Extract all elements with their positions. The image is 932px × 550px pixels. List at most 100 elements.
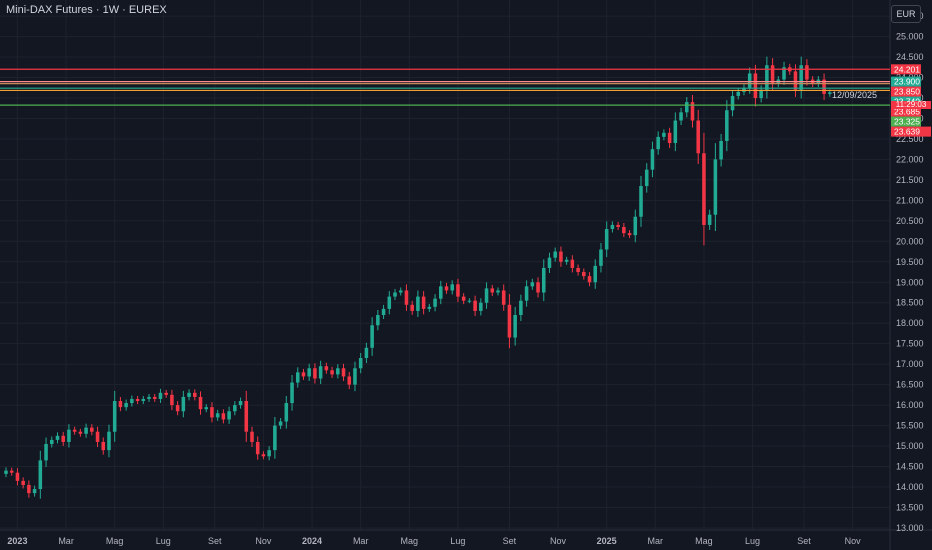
candle-body bbox=[141, 398, 146, 402]
candle-body bbox=[667, 132, 672, 144]
candle-body bbox=[381, 308, 386, 316]
candle-body bbox=[324, 366, 329, 371]
y-tick-label: 20.000 bbox=[896, 236, 924, 246]
candle-body bbox=[238, 401, 243, 406]
candle-body bbox=[805, 65, 809, 80]
candle-body bbox=[828, 92, 832, 94]
candle-body bbox=[78, 431, 83, 434]
candle-body bbox=[84, 427, 88, 434]
x-tick-label: Mag bbox=[401, 536, 419, 546]
y-tick-label: 19.000 bbox=[896, 277, 924, 287]
candle-body bbox=[101, 441, 106, 451]
candle-body bbox=[690, 102, 695, 121]
current-date-label: 12/09/2025 bbox=[832, 90, 878, 100]
candle-body bbox=[67, 429, 71, 442]
candle-body bbox=[21, 480, 25, 485]
x-tick-label: Mar bbox=[58, 536, 74, 546]
candle-body bbox=[684, 102, 689, 113]
candle-body bbox=[519, 300, 523, 316]
candle-body bbox=[582, 272, 586, 277]
candle-body bbox=[198, 396, 203, 410]
candle-body bbox=[444, 286, 449, 291]
candle-body bbox=[627, 233, 632, 236]
candle-body bbox=[450, 284, 454, 291]
candle-body bbox=[387, 296, 392, 309]
current-price-badge bbox=[891, 126, 931, 137]
y-tick-label: 13.000 bbox=[896, 523, 924, 533]
candle-body bbox=[301, 372, 306, 377]
y-tick-label: 15.000 bbox=[896, 441, 924, 451]
candle-body bbox=[44, 444, 48, 461]
candle-body bbox=[496, 290, 500, 293]
candle-body bbox=[484, 288, 489, 303]
candle-body bbox=[124, 403, 128, 408]
price-level-badge bbox=[891, 106, 921, 117]
candle-body bbox=[364, 347, 369, 359]
candle-body bbox=[15, 472, 20, 481]
price-level-label: 24.201 bbox=[894, 64, 920, 74]
candle-body bbox=[524, 286, 529, 301]
candle-body bbox=[673, 120, 678, 144]
candle-body bbox=[725, 110, 729, 141]
x-tick-label: Nov bbox=[845, 536, 862, 546]
y-tick-label: 18.000 bbox=[896, 318, 924, 328]
candle-body bbox=[4, 470, 8, 474]
price-level-badge bbox=[891, 64, 921, 75]
candle-body bbox=[507, 304, 512, 338]
candle-body bbox=[204, 407, 209, 410]
candle-body bbox=[622, 226, 626, 234]
candle-body bbox=[564, 259, 569, 262]
y-tick-label: 22.500 bbox=[896, 134, 924, 144]
y-tick-label: 21.000 bbox=[896, 195, 924, 205]
candle-body bbox=[393, 292, 397, 297]
candle-body bbox=[553, 251, 557, 258]
candle-body bbox=[742, 87, 746, 92]
candle-body bbox=[55, 435, 60, 440]
candle-body bbox=[753, 73, 758, 98]
candle-body bbox=[32, 489, 37, 494]
y-tick-label: 14.500 bbox=[896, 462, 924, 472]
candle-body bbox=[433, 298, 437, 307]
candle-body bbox=[736, 91, 741, 96]
price-level-badge bbox=[891, 86, 921, 97]
candle-body bbox=[427, 306, 432, 309]
candle-body bbox=[255, 441, 260, 455]
candle-body bbox=[193, 392, 197, 397]
candle-body bbox=[295, 372, 300, 383]
y-tick-label: 18.500 bbox=[896, 298, 924, 308]
candle-body bbox=[547, 257, 552, 268]
candle-body bbox=[782, 67, 786, 80]
candle-body bbox=[9, 470, 14, 473]
candle-body bbox=[473, 300, 477, 311]
currency-selector[interactable]: EUR bbox=[891, 5, 921, 23]
candle-body bbox=[370, 325, 374, 348]
candle-body bbox=[273, 425, 277, 451]
candle-body bbox=[158, 392, 163, 399]
candle-body bbox=[38, 460, 43, 490]
candle-body bbox=[616, 224, 620, 227]
candle-body bbox=[135, 398, 140, 402]
candle-body bbox=[702, 153, 706, 225]
candle-body bbox=[501, 290, 506, 305]
x-tick-label: Mar bbox=[353, 536, 369, 546]
candle-body bbox=[633, 216, 638, 236]
x-tick-label: Lug bbox=[745, 536, 760, 546]
candle-body bbox=[587, 276, 592, 283]
candle-body bbox=[318, 366, 323, 379]
candle-body bbox=[210, 407, 214, 418]
x-tick-label: Mag bbox=[106, 536, 124, 546]
x-tick-label: Lug bbox=[450, 536, 465, 546]
candle-body bbox=[313, 368, 317, 379]
candle-body bbox=[233, 405, 237, 412]
current-price-label: 23.639 bbox=[894, 127, 920, 137]
candle-body bbox=[267, 450, 271, 457]
x-tick-label: 2024 bbox=[302, 536, 322, 546]
candle-body bbox=[799, 65, 803, 90]
y-tick-label: 13.500 bbox=[896, 502, 924, 512]
candle-body bbox=[759, 89, 763, 98]
y-tick-label: 16.500 bbox=[896, 380, 924, 390]
candle-body bbox=[576, 267, 580, 273]
x-tick-label: Mag bbox=[695, 536, 713, 546]
candle-body bbox=[747, 73, 752, 88]
